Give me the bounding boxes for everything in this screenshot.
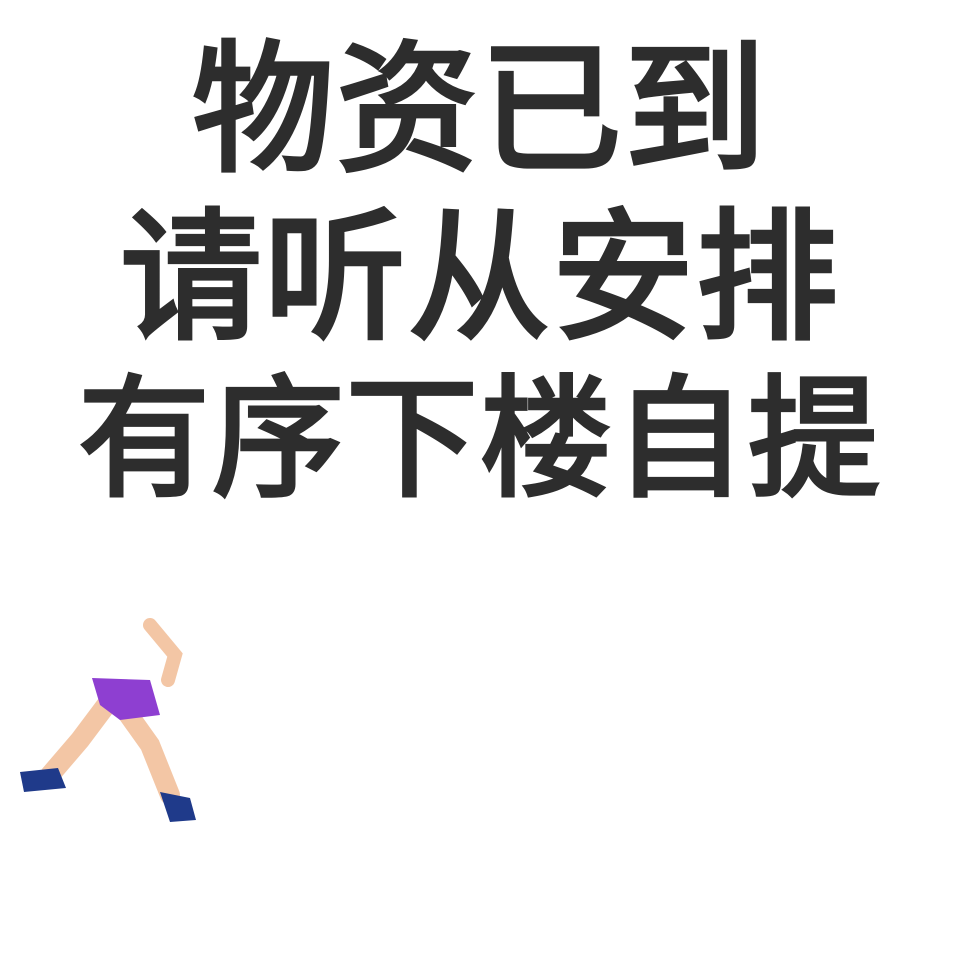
- woman-running-emoji: [20, 618, 196, 822]
- running-people-illustration: [0, 520, 960, 960]
- headline-caption: 物资已到 请听从安排 有序下楼自提: [78, 28, 882, 517]
- runners-svg: [20, 618, 196, 822]
- caption-line-2: 请听从安排: [120, 196, 840, 361]
- caption-line-1: 物资已到: [192, 28, 768, 193]
- caption-line-3: 有序下楼自提: [78, 363, 882, 517]
